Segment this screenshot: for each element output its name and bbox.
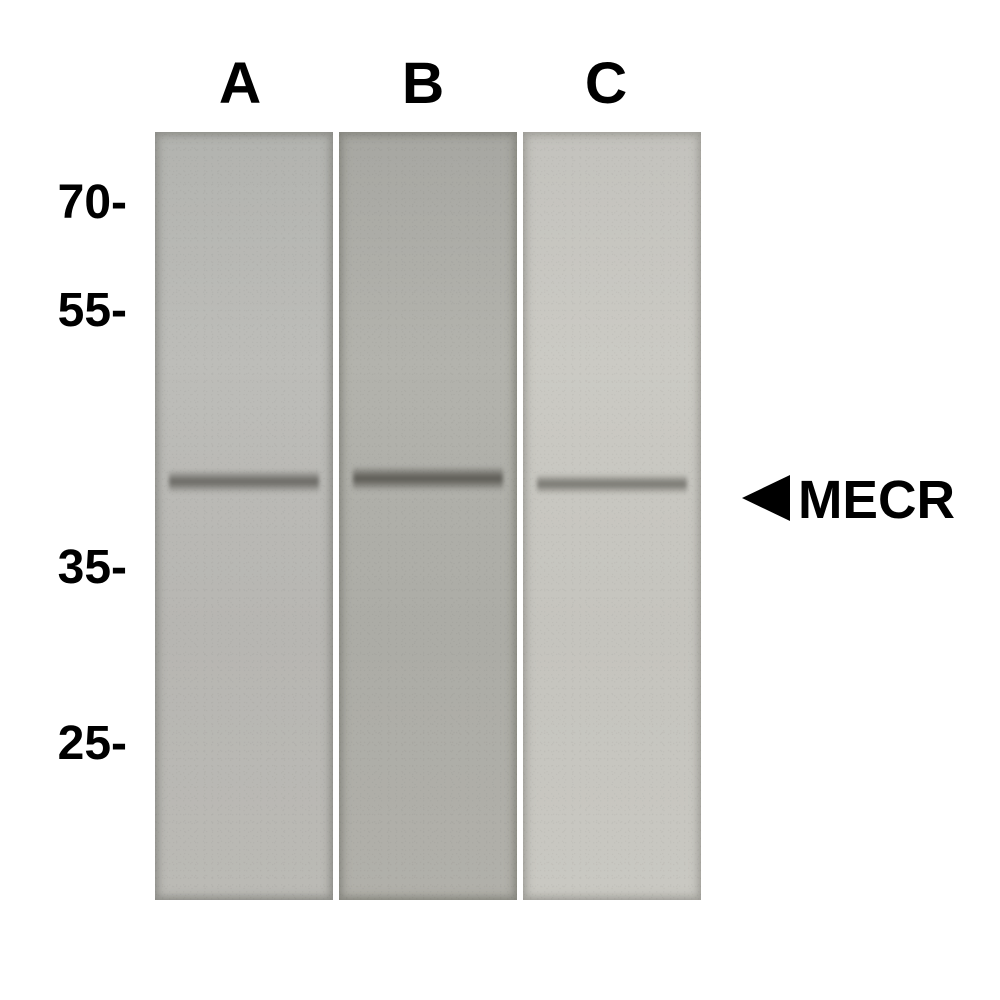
lane-noise — [339, 132, 517, 900]
blot-lane-c — [523, 132, 701, 900]
band-b — [353, 466, 503, 491]
blot-lane-a — [155, 132, 333, 900]
western-blot-figure: A B C 70- 55- 35- 25- MECR — [0, 0, 1000, 1000]
lane-label-a: A — [210, 50, 270, 117]
marker-70: 70- — [47, 175, 127, 230]
marker-35: 35- — [47, 540, 127, 595]
band-c — [537, 474, 687, 494]
target-label: MECR — [798, 470, 955, 531]
lane-label-b: B — [393, 50, 453, 117]
lane-noise — [155, 132, 333, 900]
lane-label-c: C — [576, 50, 636, 117]
marker-55: 55- — [47, 283, 127, 338]
marker-25: 25- — [47, 716, 127, 771]
blot-lane-b — [339, 132, 517, 900]
target-arrow-icon — [742, 475, 790, 521]
lane-noise — [523, 132, 701, 900]
band-a — [169, 470, 319, 493]
